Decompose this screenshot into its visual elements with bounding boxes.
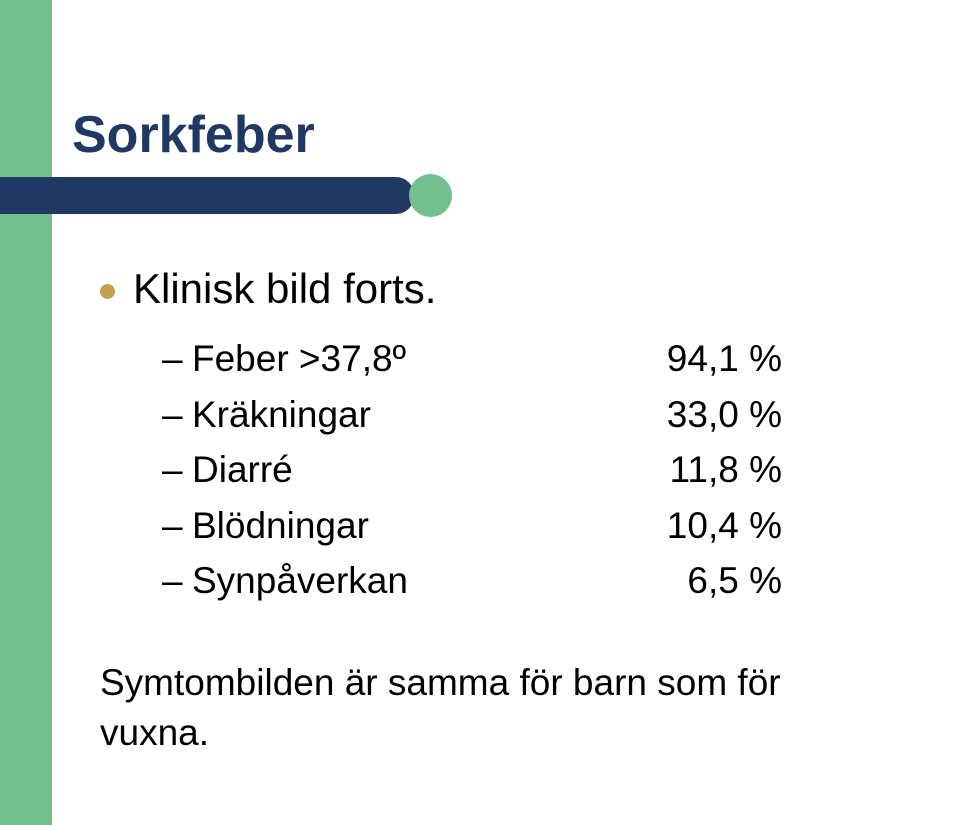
- sub-item-value: 11,8 %: [632, 442, 782, 498]
- title-underline-bar: [0, 177, 414, 214]
- sub-item-value: 6,5 %: [632, 553, 782, 609]
- slide-body: Klinisk bild forts. – Feber >37,8º 94,1 …: [100, 265, 880, 609]
- sub-item-value: 33,0 %: [632, 387, 782, 443]
- dash-icon: –: [162, 387, 192, 443]
- dash-icon: –: [162, 498, 192, 554]
- sub-item: – Blödningar 10,4 %: [162, 498, 782, 554]
- title-underline-ball: [409, 174, 452, 217]
- sub-item: – Diarré 11,8 %: [162, 442, 782, 498]
- slide-title: Sorkfeber: [72, 105, 315, 165]
- bullet-dot-icon: [100, 284, 115, 299]
- sub-item: – Synpåverkan 6,5 %: [162, 553, 782, 609]
- main-bullet: Klinisk bild forts.: [100, 265, 880, 313]
- sub-item-value: 10,4 %: [632, 498, 782, 554]
- footer-text: Symtombilden är samma för barn som för v…: [100, 658, 880, 758]
- sub-item: – Feber >37,8º 94,1 %: [162, 331, 782, 387]
- sub-item-value: 94,1 %: [632, 331, 782, 387]
- sub-item-label: Synpåverkan: [192, 553, 632, 609]
- main-bullet-text: Klinisk bild forts.: [133, 265, 436, 313]
- slide: Sorkfeber Klinisk bild forts. – Feber >3…: [0, 0, 959, 825]
- left-accent-band: [0, 0, 52, 825]
- sub-item-label: Blödningar: [192, 498, 632, 554]
- dash-icon: –: [162, 553, 192, 609]
- dash-icon: –: [162, 331, 192, 387]
- sub-item-label: Kräkningar: [192, 387, 632, 443]
- dash-icon: –: [162, 442, 192, 498]
- sub-item: – Kräkningar 33,0 %: [162, 387, 782, 443]
- sub-item-label: Feber >37,8º: [192, 331, 632, 387]
- sub-item-label: Diarré: [192, 442, 632, 498]
- sub-bullet-list: – Feber >37,8º 94,1 % – Kräkningar 33,0 …: [162, 331, 782, 609]
